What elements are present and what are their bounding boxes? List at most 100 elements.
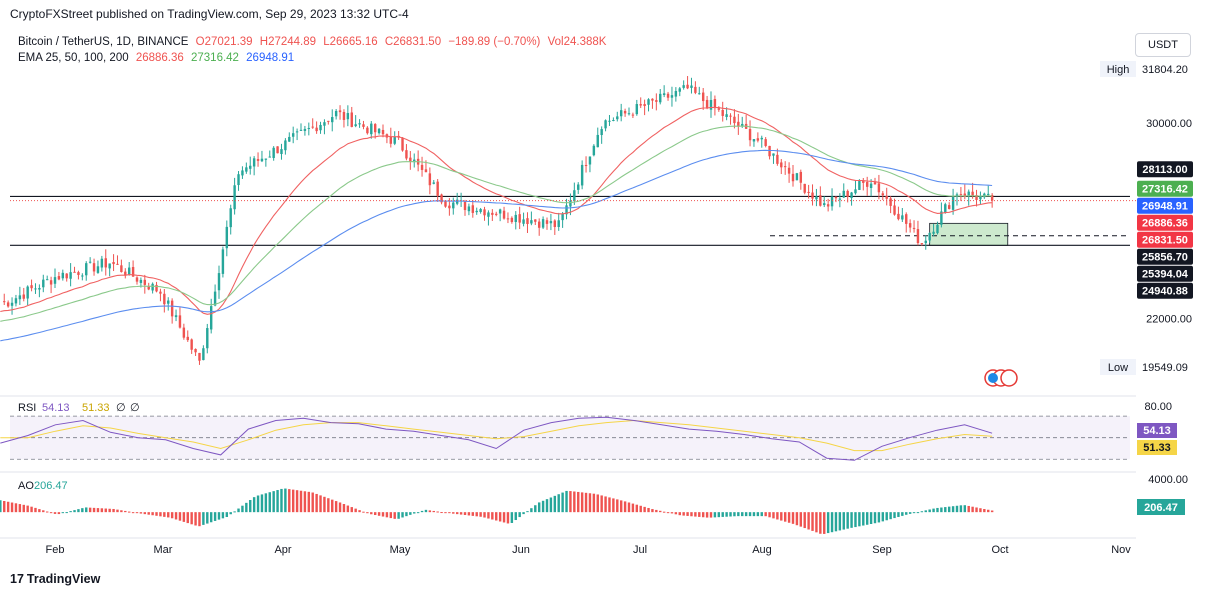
candle-body — [701, 92, 705, 102]
candle-body — [912, 227, 916, 229]
ao-value-tag — [1137, 499, 1185, 515]
candle-body — [272, 147, 275, 158]
ao-bar — [167, 512, 170, 518]
candle-body — [635, 104, 639, 115]
ao-bar — [752, 512, 756, 517]
ao-bar — [342, 504, 346, 513]
x-tick-label: Jun — [512, 544, 530, 556]
ao-bar — [225, 512, 229, 517]
ao-bar — [370, 512, 373, 515]
candle-body — [221, 249, 225, 274]
candle-body — [245, 167, 248, 172]
candle-body — [14, 298, 18, 304]
candle-body — [690, 85, 693, 88]
candle-body — [198, 352, 201, 361]
rsi-value-tag-label: 54.13 — [1143, 425, 1171, 437]
ao-bar — [182, 512, 186, 522]
candle-body — [108, 263, 111, 269]
ao-bar — [30, 506, 33, 513]
candle-body — [467, 206, 471, 212]
ao-bar — [963, 505, 967, 513]
ao-bar — [690, 512, 693, 517]
candle-body — [741, 123, 744, 126]
ao-bar — [409, 512, 412, 515]
ao-bar — [85, 507, 88, 513]
ao-bar — [666, 512, 670, 514]
candle-body — [889, 198, 892, 206]
ao-bar — [873, 512, 877, 524]
ema-label[interactable]: EMA 25, 50, 100, 200 — [18, 52, 129, 64]
ao-bar — [924, 510, 927, 513]
candle-body — [920, 243, 924, 245]
ao-bar — [471, 512, 475, 516]
candle-body — [510, 217, 514, 223]
ao-bar — [147, 512, 150, 515]
candle-body — [288, 136, 291, 142]
candle-body — [338, 110, 342, 113]
ao-bar — [936, 507, 939, 513]
candle-body — [787, 167, 791, 174]
candle-body — [596, 134, 599, 148]
candle-body — [49, 280, 53, 285]
symbol-name[interactable]: Bitcoin / TetherUS, 1D, BINANCE — [18, 36, 189, 48]
ema100-line — [0, 149, 993, 342]
candle-body — [502, 210, 506, 219]
ao-bar — [237, 508, 240, 513]
y-tick-label: 22000.00 — [1146, 314, 1192, 326]
candle-body — [358, 123, 361, 125]
ao-bar — [635, 504, 639, 513]
price-tag-label: 24940.88 — [1142, 286, 1188, 298]
candle-body — [815, 196, 818, 200]
candle-body — [483, 209, 486, 216]
candle-body — [885, 195, 888, 199]
ao-bar — [975, 507, 978, 513]
candle-body — [65, 273, 68, 279]
ao-bar — [721, 512, 724, 517]
candle-body — [420, 164, 424, 170]
rsi-ma-tag — [1137, 440, 1177, 455]
ao-bar — [725, 512, 728, 517]
candle-body — [264, 158, 268, 160]
candle-body — [475, 210, 478, 213]
ao-bar — [772, 512, 775, 519]
ao-bar — [733, 512, 736, 517]
ao-bar — [381, 512, 385, 517]
ao-bar — [764, 512, 767, 517]
candle-body — [18, 295, 22, 300]
ao-bar — [350, 507, 353, 513]
candle-body — [612, 120, 615, 122]
ao-bar — [198, 512, 201, 527]
ao-bar — [842, 512, 845, 530]
candle-body — [651, 98, 654, 101]
candle-body — [655, 100, 658, 102]
ao-bar — [846, 512, 849, 529]
rsi-extra: ∅ — [116, 402, 126, 414]
ao-bar — [159, 512, 162, 517]
ao-bar — [744, 512, 748, 517]
ao-bar — [362, 511, 365, 513]
candle-body — [217, 273, 221, 291]
price-tag-dark — [1137, 282, 1193, 299]
candle-body — [990, 195, 994, 201]
candle-body — [971, 191, 974, 196]
candle-body — [319, 124, 322, 131]
candle-body — [424, 169, 428, 173]
ao-bar — [502, 512, 506, 523]
candle-body — [252, 158, 256, 167]
ao-bar — [776, 512, 779, 520]
candle-body — [256, 159, 260, 161]
price-tag-label: 26831.50 — [1142, 235, 1188, 247]
ao-bar — [838, 512, 842, 531]
ao-bar — [561, 492, 564, 513]
candle-body — [405, 150, 408, 159]
candle-body — [26, 286, 29, 299]
tradingview-logo[interactable]: 17 TradingView — [10, 572, 101, 586]
ao-bar — [57, 512, 61, 515]
ao-bar — [26, 505, 29, 513]
candle-body — [506, 218, 510, 220]
ao-bar — [639, 505, 642, 513]
currency-selector[interactable]: USDT — [1135, 33, 1191, 57]
candle-body — [163, 293, 166, 305]
candle-body — [413, 159, 416, 163]
